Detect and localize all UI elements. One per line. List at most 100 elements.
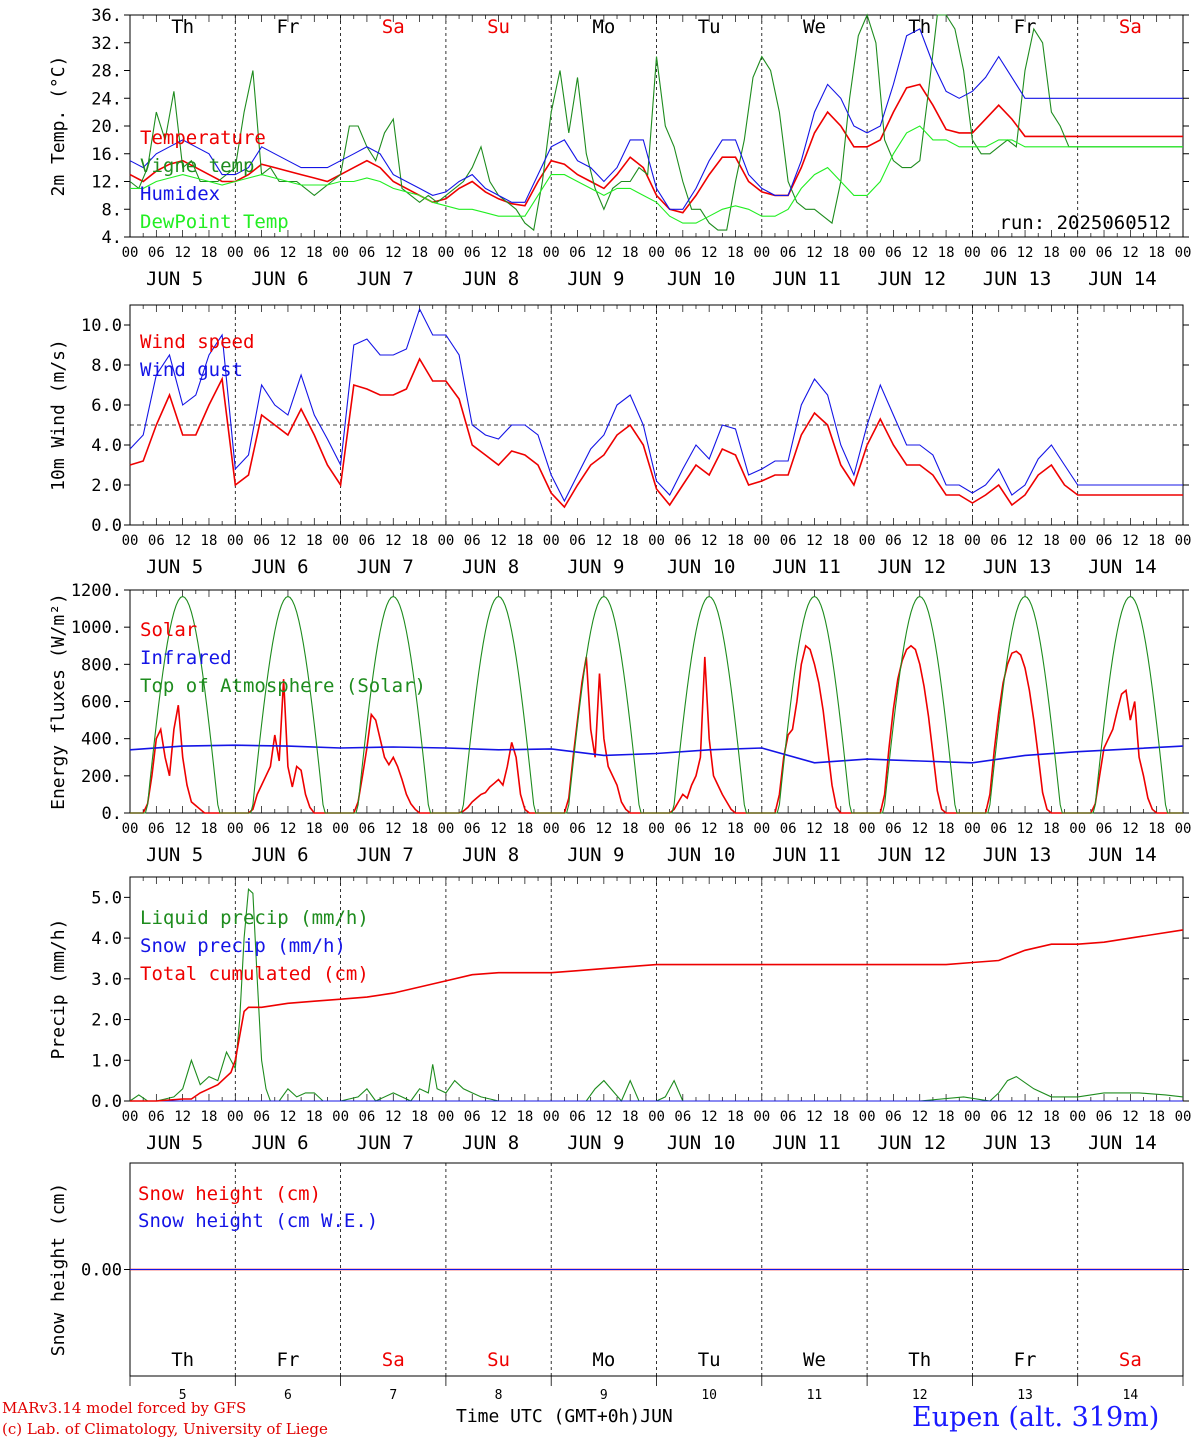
hour-tick-label: 00 [964, 245, 981, 261]
hour-tick-label: 00 [1069, 533, 1086, 549]
hour-tick-label: 00 [648, 1109, 665, 1125]
hour-tick-label: 00 [1069, 821, 1086, 837]
hour-tick-label: 18 [1043, 1109, 1060, 1125]
hour-tick-label: 06 [1096, 1109, 1113, 1125]
hour-tick-label: 18 [938, 821, 955, 837]
hour-tick-label: 12 [280, 1109, 297, 1125]
y-tick-label: 800. [81, 655, 122, 675]
date-label: JUN 12 [877, 844, 946, 866]
hour-tick-label: 00 [543, 533, 560, 549]
legend-entry: Vigne temp [140, 155, 254, 177]
y-tick-label: 4.0 [91, 436, 122, 456]
weekday-label: Th [908, 1349, 931, 1371]
hour-tick-label: 18 [201, 533, 218, 549]
hour-tick-label: 06 [674, 821, 691, 837]
y-axis-label: 10m Wind (m/s) [48, 339, 69, 491]
hour-tick-label: 18 [411, 821, 428, 837]
hour-tick-label: 00 [122, 533, 139, 549]
hour-tick-label: 06 [780, 821, 797, 837]
hour-tick-label: 18 [832, 1109, 849, 1125]
hour-tick-label: 12 [174, 533, 191, 549]
hour-tick-label: 06 [990, 821, 1007, 837]
y-tick-label: 24. [91, 89, 122, 109]
date-label: JUN 6 [251, 844, 308, 866]
y-tick-label: 36. [91, 6, 122, 26]
y-tick-label: 28. [91, 62, 122, 82]
hour-tick-label: 12 [385, 1109, 402, 1125]
hour-tick-label: 06 [148, 1109, 165, 1125]
hour-tick-label: 12 [1017, 821, 1034, 837]
hour-tick-label: 12 [1017, 245, 1034, 261]
y-tick-label: 4. [102, 228, 122, 248]
date-label: JUN 9 [567, 268, 624, 290]
day-number-label: 7 [389, 1388, 397, 1403]
hour-tick-label: 18 [411, 533, 428, 549]
date-label: JUN 5 [146, 1132, 203, 1154]
date-label: JUN 12 [877, 268, 946, 290]
lab-credit: (c) Lab. of Climatology, University of L… [2, 1420, 328, 1438]
hour-tick-label: 18 [622, 533, 639, 549]
hour-tick-label: 06 [253, 245, 270, 261]
y-axis-label: 2m Temp. (°C) [48, 56, 69, 197]
hour-tick-label: 00 [543, 821, 560, 837]
hour-tick-label: 18 [306, 533, 323, 549]
hour-tick-label: 06 [148, 821, 165, 837]
hour-tick-label: 06 [674, 245, 691, 261]
y-axis-label: Energy fluxes (W/m²) [48, 593, 69, 810]
hour-tick-label: 18 [1043, 245, 1060, 261]
y-tick-label: 32. [91, 34, 122, 54]
series-line-infrared [129, 744, 1184, 764]
hour-tick-label: 18 [1043, 821, 1060, 837]
date-label: JUN 8 [462, 556, 519, 578]
hour-tick-label: 00 [227, 245, 244, 261]
date-label: JUN 11 [772, 844, 841, 866]
hour-tick-label: 18 [516, 245, 533, 261]
weekday-label: Mo [592, 16, 615, 38]
hour-tick-label: 12 [490, 245, 507, 261]
hour-tick-label: 12 [280, 533, 297, 549]
date-label: JUN 12 [877, 1132, 946, 1154]
hour-tick-label: 00 [753, 821, 770, 837]
day-number-label: 14 [1123, 1388, 1139, 1403]
hour-tick-label: 00 [437, 245, 454, 261]
hour-tick-label: 00 [964, 1109, 981, 1125]
hour-tick-label: 12 [911, 533, 928, 549]
hour-tick-label: 00 [1175, 821, 1192, 837]
hour-tick-label: 00 [648, 533, 665, 549]
hour-tick-label: 00 [543, 245, 560, 261]
hour-tick-label: 18 [622, 821, 639, 837]
hour-tick-label: 18 [832, 821, 849, 837]
hour-tick-label: 06 [569, 245, 586, 261]
legend-entry: Snow height (cm W.E.) [138, 1210, 378, 1232]
hour-tick-label: 00 [332, 821, 349, 837]
y-tick-label: 0. [102, 804, 122, 824]
hour-tick-label: 06 [1096, 245, 1113, 261]
hour-tick-label: 00 [332, 533, 349, 549]
date-label: JUN 5 [146, 268, 203, 290]
hour-tick-label: 00 [859, 533, 876, 549]
date-label: JUN 9 [567, 1132, 624, 1154]
hour-tick-label: 06 [674, 1109, 691, 1125]
hour-tick-label: 12 [1017, 1109, 1034, 1125]
hour-tick-label: 18 [201, 1109, 218, 1125]
date-label: JUN 9 [567, 844, 624, 866]
day-number-label: 5 [179, 1388, 187, 1403]
legend-entry: Snow height (cm) [138, 1183, 321, 1205]
y-tick-label: 3.0 [91, 970, 122, 990]
date-label: JUN 14 [1088, 268, 1157, 290]
legend-entry: Total cumulated (cm) [140, 963, 369, 985]
hour-tick-label: 00 [648, 821, 665, 837]
hour-tick-label: 12 [490, 533, 507, 549]
panel-frame [129, 589, 1184, 814]
weekday-label: Tu [698, 1349, 721, 1371]
hour-tick-label: 00 [859, 245, 876, 261]
hour-tick-label: 18 [938, 533, 955, 549]
hour-tick-label: 12 [806, 821, 823, 837]
y-tick-label: 20. [91, 117, 122, 137]
legend-entry: Infrared [140, 647, 232, 669]
hour-tick-label: 12 [1017, 533, 1034, 549]
hour-tick-label: 12 [385, 821, 402, 837]
y-tick-label: 0.0 [91, 516, 122, 536]
y-tick-label: 600. [81, 693, 122, 713]
hour-tick-label: 00 [227, 1109, 244, 1125]
